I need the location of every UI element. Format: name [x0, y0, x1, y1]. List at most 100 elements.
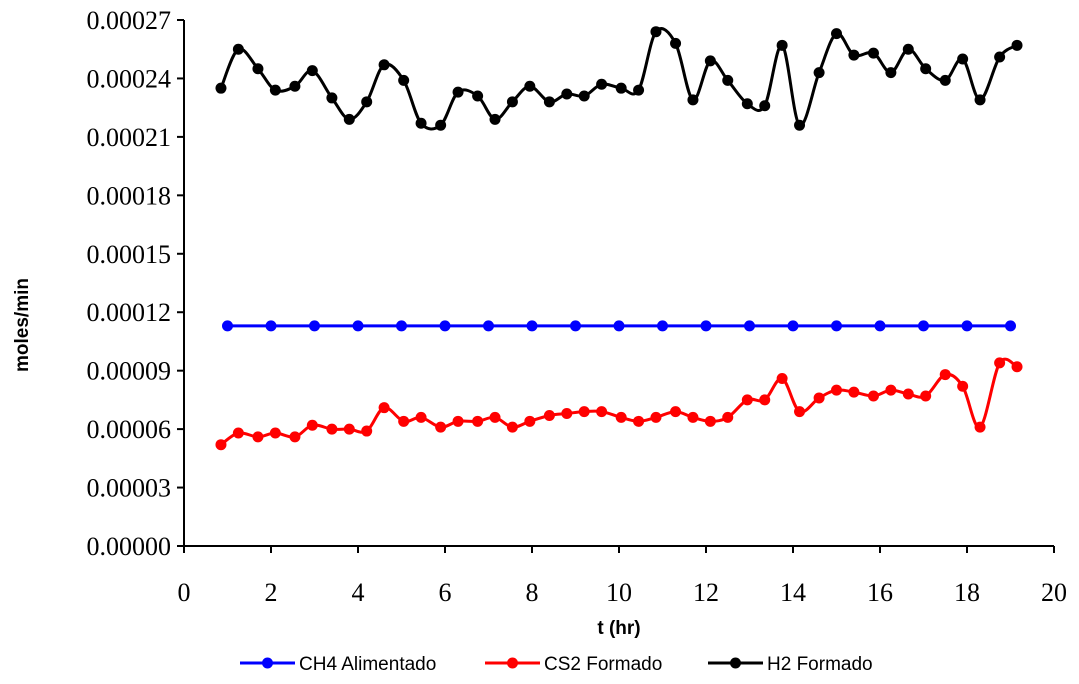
data-point-ch4-alimentado: [352, 320, 364, 332]
data-point-ch4-alimentado: [396, 320, 407, 332]
data-point-h2-formado: [543, 96, 555, 108]
data-point-cs2-formado: [472, 415, 484, 427]
x-tick-label: 18: [954, 578, 980, 607]
y-axis-label: moles/min: [12, 278, 33, 372]
series-line-cs2-formado: [220, 357, 1018, 446]
data-point-h2-formado: [974, 94, 986, 106]
data-point-h2-formado: [687, 94, 699, 106]
data-point-h2-formado: [1011, 39, 1023, 51]
data-point-cs2-formado: [848, 386, 860, 398]
data-point-ch4-alimentado: [309, 320, 320, 332]
series-ch4-alimentado: [222, 320, 1016, 332]
data-point-h2-formado: [435, 119, 447, 131]
data-point-h2-formado: [378, 59, 390, 71]
data-point-cs2-formado: [306, 419, 318, 431]
data-point-h2-formado: [813, 67, 825, 79]
data-point-h2-formado: [794, 119, 806, 131]
data-point-h2-formado: [361, 96, 373, 108]
data-point-h2-formado: [759, 100, 771, 112]
data-point-h2-formado: [885, 67, 897, 79]
data-point-ch4-alimentado: [265, 320, 277, 332]
data-point-ch4-alimentado: [961, 320, 973, 332]
data-point-ch4-alimentado: [831, 320, 842, 332]
data-point-cs2-formado: [1011, 361, 1023, 373]
data-point-cs2-formado: [994, 357, 1006, 369]
data-point-cs2-formado: [670, 406, 682, 418]
x-tick-label: 4: [352, 578, 365, 607]
data-point-cs2-formado: [543, 409, 555, 421]
data-point-cs2-formado: [741, 394, 753, 406]
data-point-h2-formado: [269, 84, 281, 96]
data-point-cs2-formado: [957, 380, 969, 392]
x-tick-label: 20: [1041, 578, 1067, 607]
data-point-cs2-formado: [794, 406, 806, 418]
data-point-ch4-alimentado: [787, 320, 799, 332]
data-point-h2-formado: [398, 74, 410, 86]
data-point-h2-formado: [776, 39, 788, 51]
data-point-h2-formado: [848, 49, 860, 61]
x-tick-label: 6: [439, 578, 452, 607]
data-point-cs2-formado: [289, 431, 301, 443]
data-point-cs2-formado: [326, 423, 338, 435]
data-point-ch4-alimentado: [526, 320, 538, 332]
x-tick-label: 16: [867, 578, 893, 607]
data-point-h2-formado: [867, 47, 879, 59]
x-tick-label: 2: [265, 578, 278, 607]
data-point-cs2-formado: [776, 372, 788, 384]
data-point-h2-formado: [489, 113, 501, 125]
data-point-cs2-formado: [759, 394, 771, 406]
y-ticks: 0.00000 0.00003 0.00006 0.00009 0.00012 0.000…: [87, 6, 184, 561]
data-point-h2-formado: [524, 80, 536, 92]
legend: CH4 Alimentado CS2 Formado H2 Formado: [240, 654, 873, 675]
data-point-h2-formado: [506, 96, 518, 108]
data-point-cs2-formado: [885, 384, 897, 396]
data-point-cs2-formado: [578, 406, 590, 418]
data-point-h2-formado: [615, 82, 627, 94]
data-point-cs2-formado: [615, 411, 627, 423]
data-point-h2-formado: [326, 92, 338, 104]
data-point-ch4-alimentado: [700, 320, 712, 332]
x-tick-label: 10: [606, 578, 632, 607]
data-point-h2-formado: [994, 51, 1006, 63]
data-point-h2-formado: [722, 74, 734, 86]
data-point-h2-formado: [343, 113, 355, 125]
data-point-cs2-formado: [813, 392, 825, 404]
legend-item-cs2-formado: CS2 Formado: [485, 654, 662, 675]
data-point-cs2-formado: [831, 384, 842, 396]
data-point-cs2-formado: [506, 421, 518, 433]
data-point-cs2-formado: [252, 431, 264, 443]
data-point-h2-formado: [252, 63, 264, 75]
data-point-ch4-alimentado: [439, 320, 451, 332]
y-tick-label: 0.00015: [87, 240, 172, 269]
data-point-cs2-formado: [596, 406, 608, 418]
data-point-h2-formado: [232, 43, 244, 55]
data-point-h2-formado: [289, 80, 301, 92]
y-tick-label: 0.00024: [87, 64, 172, 93]
data-point-ch4-alimentado: [744, 320, 755, 332]
data-point-cs2-formado: [452, 415, 464, 427]
data-point-cs2-formado: [974, 421, 986, 433]
y-tick-label: 0.00012: [87, 298, 172, 327]
data-point-h2-formado: [215, 82, 227, 94]
legend-item-ch4-alimentado: CH4 Alimentado: [240, 654, 436, 675]
data-point-cs2-formado: [269, 427, 281, 439]
data-point-cs2-formado: [867, 390, 879, 402]
y-tick-label: 0.00021: [87, 123, 172, 152]
data-point-h2-formado: [957, 53, 969, 65]
data-point-cs2-formado: [415, 411, 427, 423]
data-point-ch4-alimentado: [570, 320, 581, 332]
series-layer: [215, 26, 1023, 451]
legend-label: H2 Formado: [767, 654, 873, 675]
legend-swatch-marker: [507, 657, 518, 669]
data-point-cs2-formado: [722, 411, 734, 423]
y-tick-label: 0.00027: [87, 6, 172, 35]
data-point-cs2-formado: [561, 408, 573, 420]
data-point-cs2-formado: [687, 411, 699, 423]
data-point-cs2-formado: [232, 427, 244, 439]
data-point-cs2-formado: [215, 439, 227, 451]
data-point-cs2-formado: [650, 411, 662, 423]
legend-item-h2-formado: H2 Formado: [708, 654, 873, 675]
y-tick-label: 0.00003: [87, 474, 172, 503]
data-point-cs2-formado: [920, 390, 932, 402]
data-point-cs2-formado: [939, 369, 951, 381]
